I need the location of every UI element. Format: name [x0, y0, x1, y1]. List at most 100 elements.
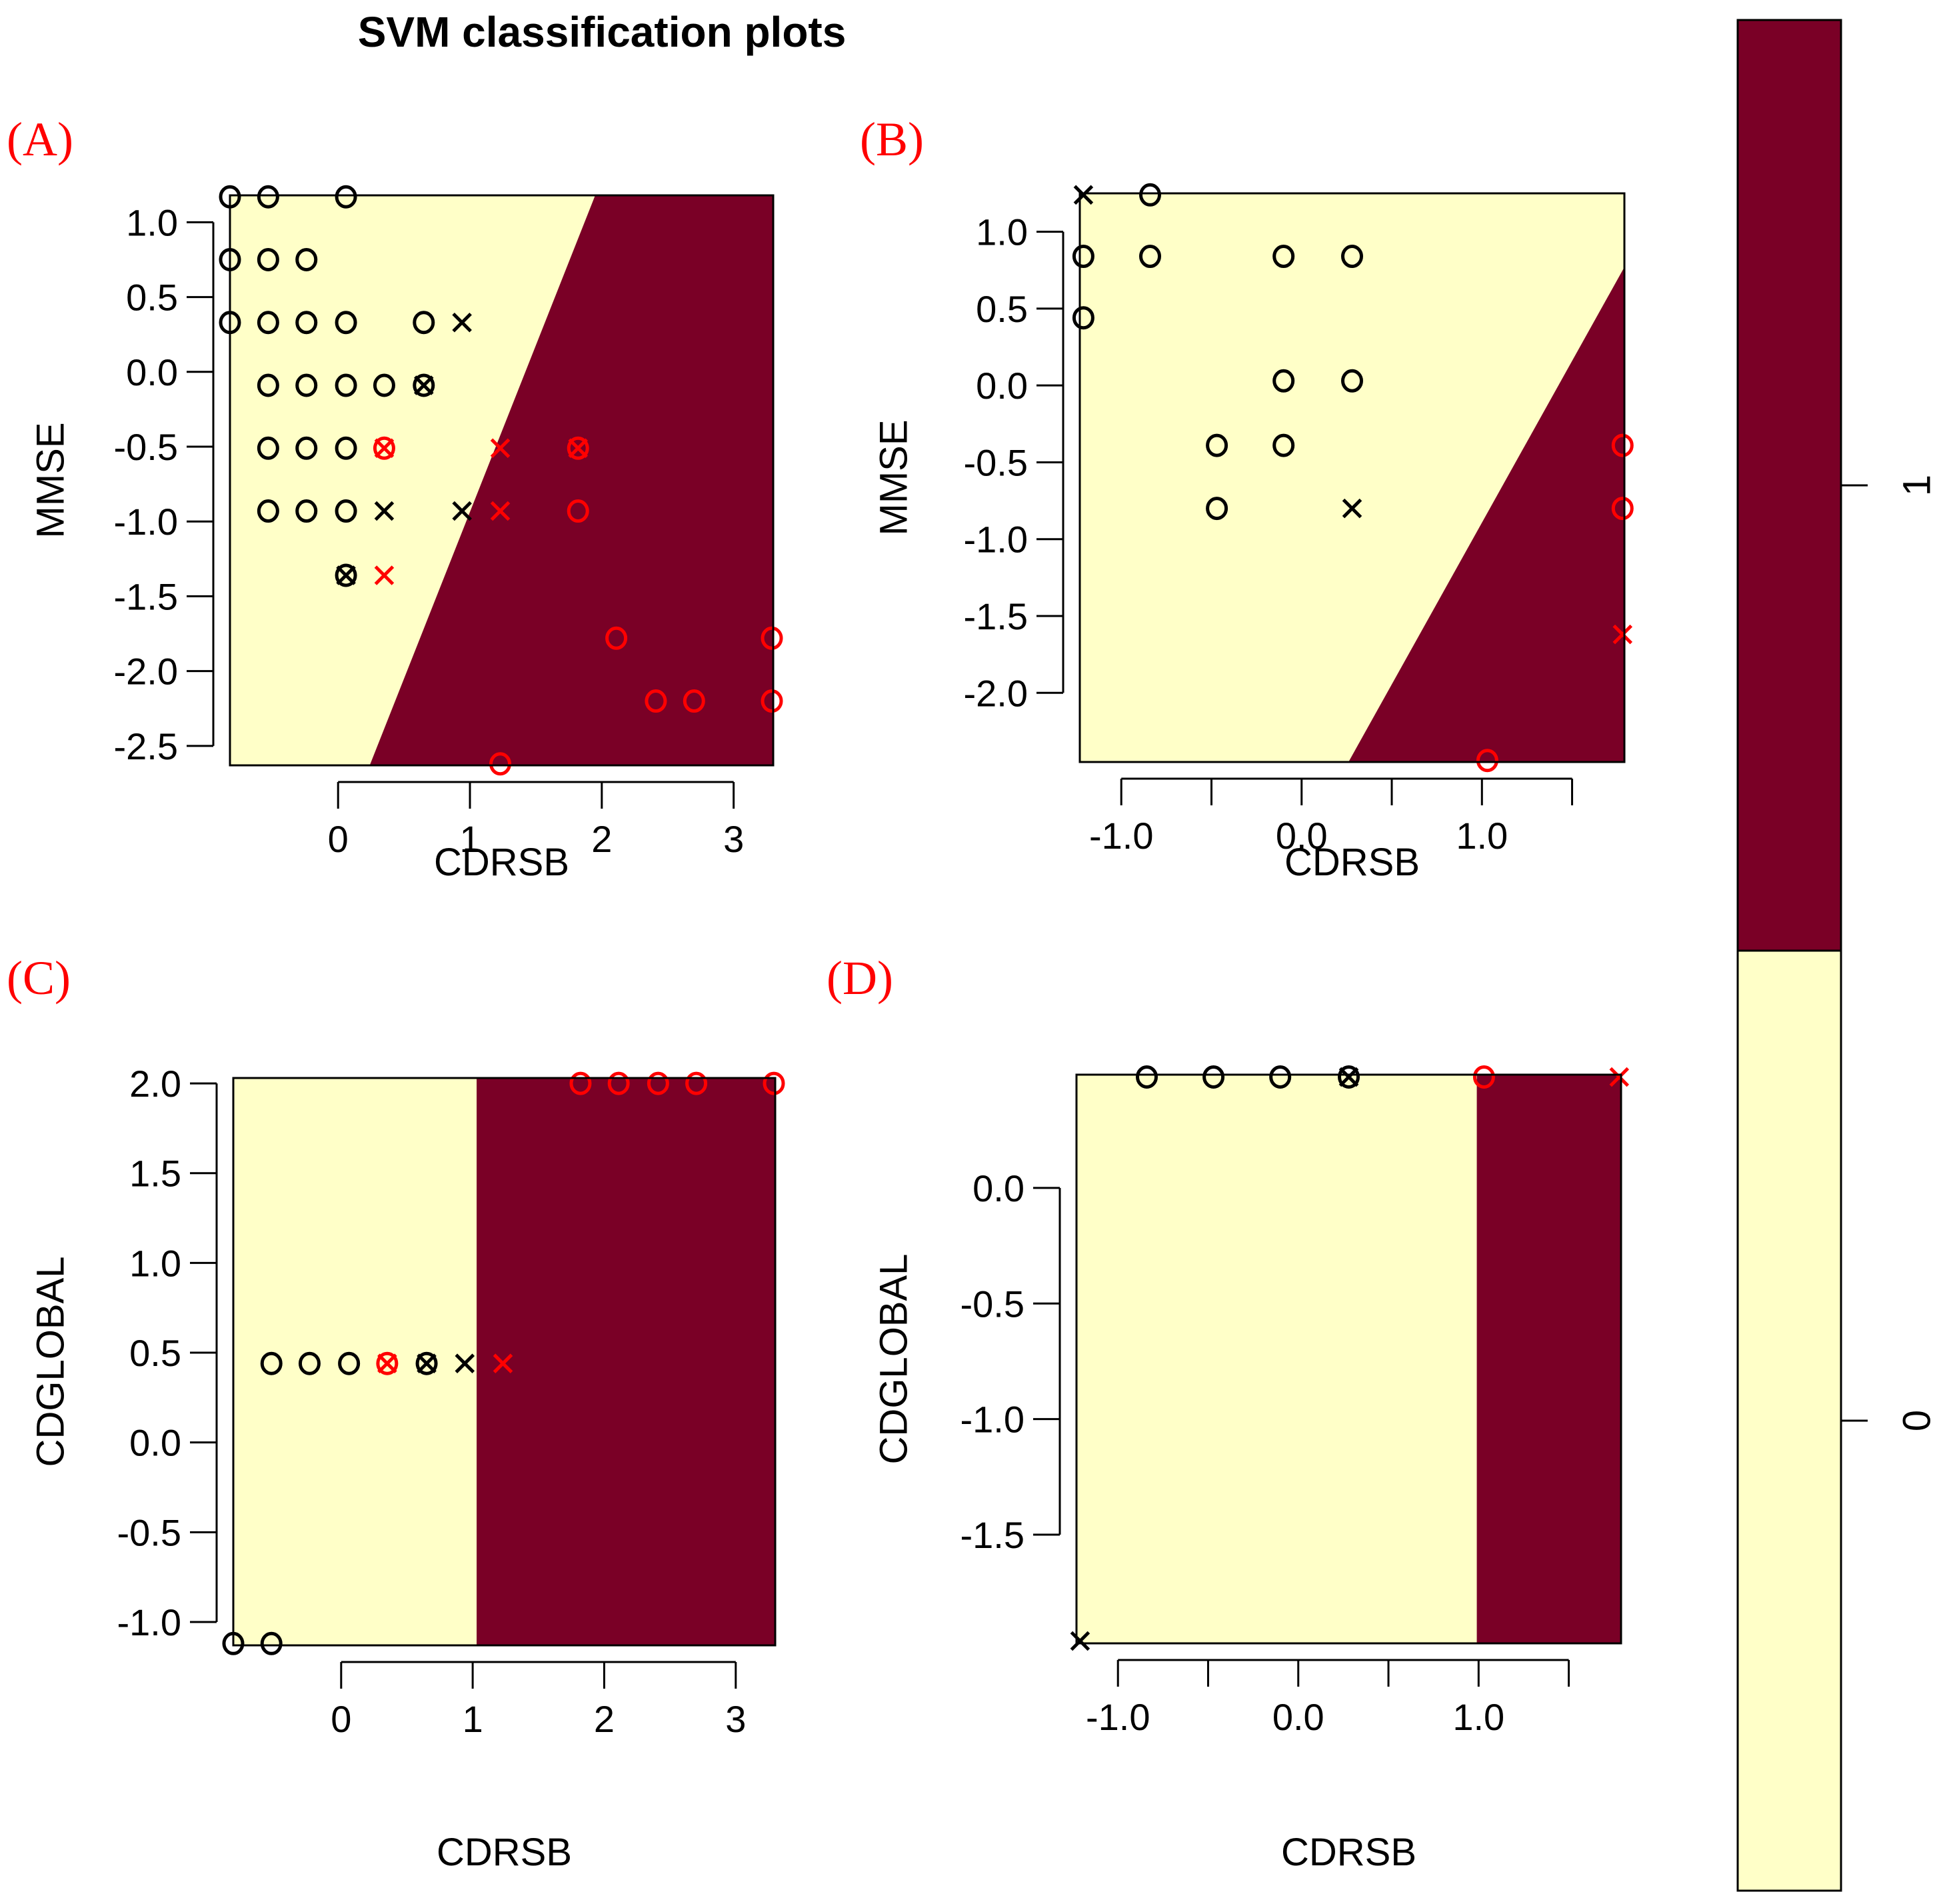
plot-frame	[229, 194, 775, 767]
region-class-1	[1348, 267, 1624, 763]
point-circle	[257, 499, 279, 523]
point-circle	[257, 373, 279, 397]
legend-frame	[1736, 19, 1842, 1892]
x-tick-label: 0	[331, 1698, 351, 1740]
legend-level-label: 1	[1895, 475, 1938, 496]
y-tick-label: -1.0	[964, 519, 1028, 561]
x-tick-label: -1.0	[1089, 815, 1154, 857]
x-tick-label: 1.0	[1452, 1696, 1504, 1738]
point-cross	[1338, 1067, 1359, 1087]
point-circle	[1206, 433, 1228, 457]
point-cross	[374, 501, 395, 521]
data-points	[222, 1071, 785, 1655]
data-points	[1072, 183, 1634, 773]
y-tick-label: -2.0	[114, 651, 179, 693]
point-circle	[683, 689, 705, 713]
point-circle	[260, 1631, 283, 1655]
x-tick-label: 3	[723, 818, 744, 860]
y-tick-label: -2.5	[114, 725, 179, 767]
point-circle	[335, 311, 357, 335]
y-tick-label: 1.5	[129, 1153, 181, 1195]
x-tick-label: 0.0	[1276, 815, 1328, 857]
point-circle	[763, 1071, 785, 1095]
point-circle	[373, 436, 395, 460]
y-axis: 1.0 0.5 0.0 -0.5 -1.0 -1.5 -2.0	[964, 211, 1064, 714]
region-class-1	[477, 1078, 775, 1645]
plot-frame	[232, 1077, 777, 1647]
point-circle	[295, 247, 318, 271]
point-cross	[377, 1353, 397, 1373]
panel-label: (A)	[7, 113, 73, 166]
point-cross	[417, 1353, 437, 1373]
y-tick-label: 0.0	[973, 1167, 1024, 1209]
point-circle	[295, 311, 318, 335]
point-cross	[1342, 498, 1362, 519]
point-circle	[489, 752, 512, 776]
point-cross	[336, 565, 356, 585]
y-axis-title: CDGLOBAL	[29, 1257, 72, 1467]
y-tick-label: -1.0	[961, 1399, 1025, 1441]
y-tick-label: -1.5	[961, 1514, 1025, 1556]
point-circle	[685, 1071, 708, 1095]
y-tick-label: 0.5	[126, 277, 178, 319]
y-axis: 0.0 -0.5 -1.0 -1.5	[961, 1167, 1061, 1556]
data-points	[1070, 1065, 1630, 1651]
y-tick-label: -2.0	[964, 672, 1028, 714]
y-axis-title: MMSE	[29, 423, 72, 539]
class-legend: 10	[1736, 19, 1938, 1892]
point-circle	[647, 1071, 669, 1095]
x-tick-label: 0	[328, 818, 349, 860]
point-circle	[298, 1351, 321, 1375]
y-tick-label: -0.5	[114, 426, 179, 468]
y-tick-label: 1.0	[126, 201, 178, 243]
point-cross	[1073, 185, 1094, 205]
point-circle	[1611, 433, 1634, 457]
legend-swatch-class-1	[1738, 20, 1841, 951]
point-circle	[1072, 306, 1094, 330]
plot-frame	[1078, 192, 1626, 763]
panels: 0 1 2 3 CDRSB 1.0 0.5 0.0 -0.5 -1.0 -1.5 -2.0 -2.5 MM…	[7, 113, 1634, 1874]
point-circle	[257, 311, 279, 335]
x-axis-title: CDRSB	[1281, 1831, 1416, 1874]
point-circle	[413, 311, 435, 335]
panel-b: -1.0 0.0 1.0 CDRSB 1.0 0.5 0.0 -0.5 -1.0 -1.5 -2.0…	[860, 113, 1634, 884]
y-axis: 2.0 1.5 1.0 0.5 0.0 -0.5 -1.0	[117, 1063, 218, 1643]
point-circle	[1341, 369, 1363, 393]
legend-swatch-class-0	[1738, 951, 1841, 1891]
y-tick-label: 1.0	[976, 211, 1028, 253]
panel-label: (D)	[827, 951, 893, 1005]
point-circle	[295, 436, 318, 460]
x-tick-label: 1	[459, 818, 480, 860]
point-circle	[607, 1071, 630, 1095]
x-axis-title: CDRSB	[1284, 841, 1420, 884]
point-circle	[761, 626, 783, 650]
y-tick-label: 0.5	[976, 288, 1028, 330]
y-tick-label: 0.0	[126, 351, 178, 393]
point-circle	[1272, 369, 1295, 393]
x-tick-label: 1	[463, 1698, 483, 1740]
panel-label: (B)	[860, 113, 924, 166]
point-circle	[1139, 245, 1162, 269]
y-tick-label: 0.0	[129, 1422, 181, 1464]
y-tick-label: -0.5	[964, 441, 1028, 483]
point-circle	[605, 626, 628, 650]
point-cross	[568, 438, 589, 459]
region-class-1	[369, 195, 773, 765]
point-cross	[452, 501, 472, 521]
point-circle	[295, 373, 318, 397]
point-cross	[490, 438, 511, 459]
y-tick-label: 0.5	[129, 1332, 181, 1374]
point-cross	[1609, 1067, 1630, 1087]
x-tick-label: 0.0	[1272, 1696, 1324, 1738]
point-circle	[373, 373, 395, 397]
point-circle	[413, 373, 435, 397]
panel-label: (C)	[7, 951, 71, 1005]
point-circle	[1472, 1065, 1495, 1089]
point-circle	[567, 499, 589, 523]
data-points	[219, 185, 783, 776]
point-circle	[1272, 433, 1295, 457]
x-axis: 0 1 2 3	[331, 1661, 746, 1740]
y-tick-label: 0.0	[976, 365, 1028, 407]
x-axis-title: CDRSB	[434, 841, 569, 884]
point-cross	[414, 375, 434, 395]
